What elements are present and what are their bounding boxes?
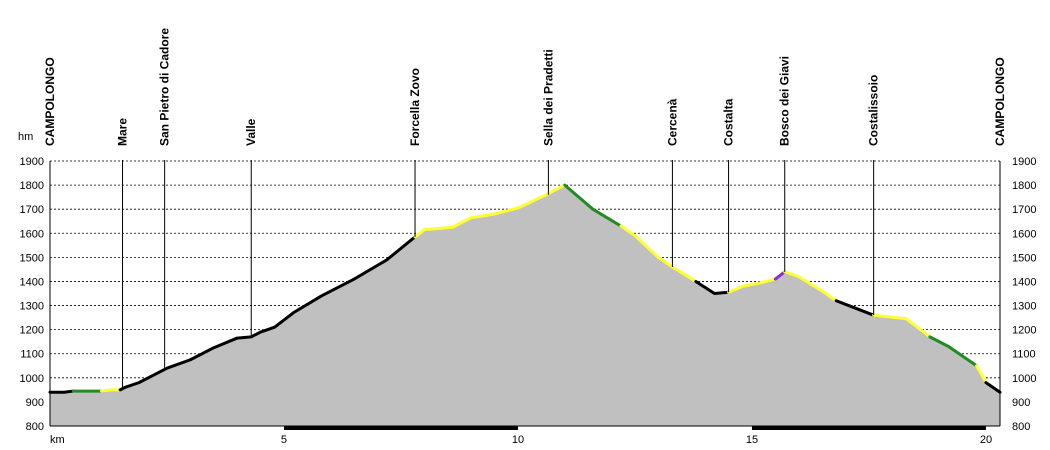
profile-segment-10: [783, 270, 838, 303]
x-tick-5: 5: [281, 434, 287, 446]
y-tick-right-1600: 1600: [1012, 228, 1036, 240]
waypoint-markers: CAMPOLONGO Mare San Pietro di Cadore Valle F…: [43, 28, 1007, 389]
y-tick-right-1100: 1100: [1012, 349, 1036, 361]
y-tick-right-1200: 1200: [1012, 325, 1036, 337]
waypoint-label-9: Costalissoio: [867, 75, 881, 146]
profile-segment-11: [834, 299, 876, 317]
y-tick-left-1900: 1900: [20, 156, 44, 168]
axes: 800 800 900 900 1000 1000 1100 1100 1200 1200 1300…: [20, 156, 1037, 446]
profile-segment-3: [118, 235, 417, 392]
y-tick-right-1700: 1700: [1012, 204, 1036, 216]
x-axis-label: km: [50, 434, 65, 446]
scale-bar-block-1: [751, 426, 986, 430]
waypoint-label-3: Valle: [244, 118, 258, 146]
y-tick-left-900: 900: [26, 397, 44, 409]
profile-segment-12: [872, 313, 932, 339]
waypoint-label-10: CAMPOLONGO: [993, 57, 1007, 146]
profile-segment-0: [48, 389, 75, 394]
y-tick-left-1800: 1800: [20, 180, 44, 192]
profile-segment-8: [727, 277, 777, 294]
waypoint-label-4: Forcella Zovo: [408, 68, 422, 146]
profile-segment-14: [975, 364, 988, 385]
profile-segment-7: [694, 279, 731, 295]
y-tick-left-800: 800: [26, 421, 44, 433]
profile-segment-5: [563, 183, 623, 228]
y-tick-left-1500: 1500: [20, 252, 44, 264]
y-tick-left-1200: 1200: [20, 325, 44, 337]
y-tick-left-1600: 1600: [20, 228, 44, 240]
y-tick-right-800: 800: [1012, 421, 1030, 433]
profile-segment-13: [928, 335, 979, 368]
y-tick-right-1500: 1500: [1012, 252, 1036, 264]
profile-segment-2: [99, 388, 122, 393]
y-tick-right-1800: 1800: [1012, 180, 1036, 192]
profile-segment-6: [619, 224, 698, 283]
waypoint-label-8: Bosco dei Giavi: [778, 56, 792, 146]
y-tick-left-1300: 1300: [20, 301, 44, 313]
y-tick-right-1900: 1900: [1012, 156, 1036, 168]
x-tick-20: 20: [980, 434, 992, 446]
y-tick-right-1400: 1400: [1012, 276, 1036, 288]
waypoint-label-0: CAMPOLONGO: [43, 57, 57, 146]
x-tick-10: 10: [512, 434, 524, 446]
profile-segment-9: [773, 270, 787, 281]
distance-scale-bar: [283, 426, 986, 430]
y-tick-right-1000: 1000: [1012, 373, 1036, 385]
profile-area: [50, 185, 1000, 426]
waypoint-label-6: Cercenà: [665, 98, 679, 146]
waypoint-label-2: San Pietro di Cadore: [158, 28, 172, 146]
y-tick-left-1400: 1400: [20, 276, 44, 288]
y-axis-label: hm: [18, 131, 33, 143]
y-tick-right-1300: 1300: [1012, 301, 1036, 313]
y-tick-left-1100: 1100: [20, 349, 44, 361]
y-tick-left-1000: 1000: [20, 373, 44, 385]
profile-segment-15: [984, 381, 1002, 394]
x-tick-15: 15: [746, 434, 758, 446]
waypoint-label-5: Sella dei Pradetti: [541, 49, 555, 146]
scale-bar-block-0: [283, 426, 518, 430]
profile-segment-4: [413, 183, 567, 239]
profile-segments: [48, 183, 1002, 394]
waypoint-label-7: Costalta: [722, 98, 736, 146]
waypoint-label-1: Mare: [116, 118, 130, 146]
profile-fill: [50, 185, 1000, 426]
y-tick-right-900: 900: [1012, 397, 1030, 409]
y-tick-left-1700: 1700: [20, 204, 44, 216]
